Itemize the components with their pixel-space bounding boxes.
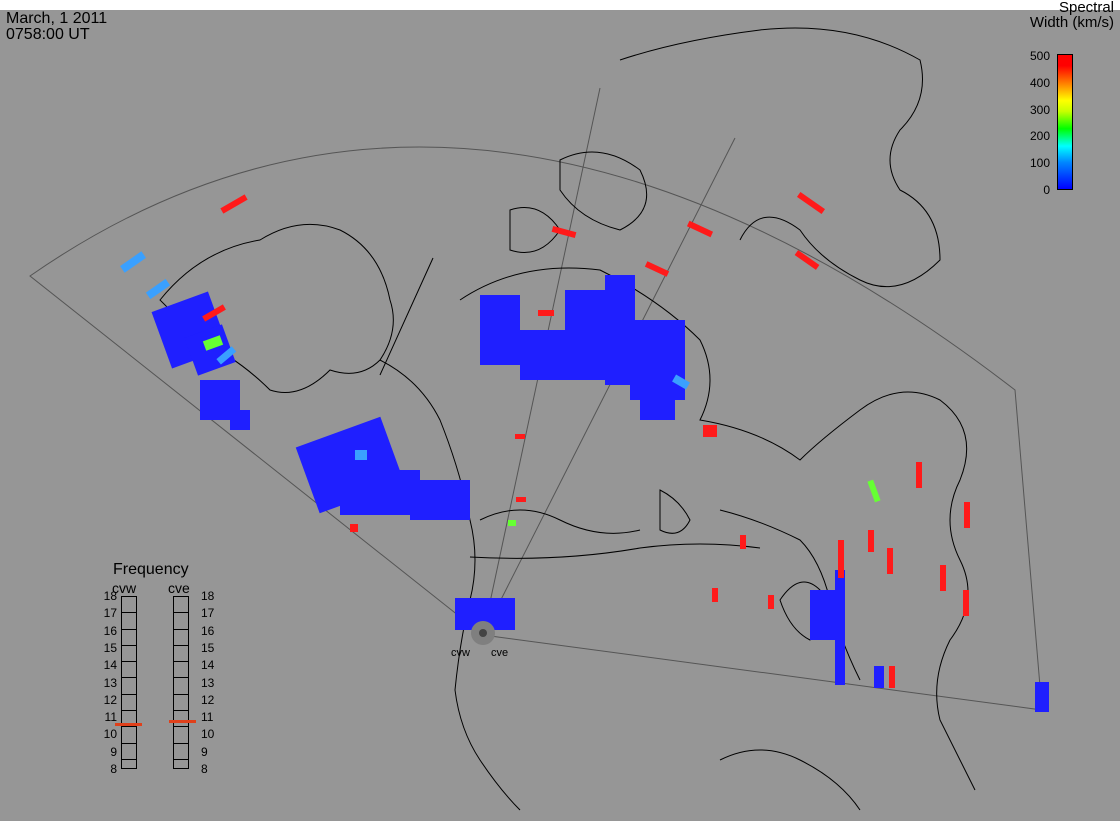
datetime-label: March, 1 2011 0758:00 UT [6, 11, 107, 43]
frequency-cell [122, 662, 136, 679]
frequency-tick-left: 8 [110, 762, 117, 776]
freq-label-cve: cve [168, 580, 190, 596]
frequency-cell [174, 695, 188, 712]
frequency-tick-left: 15 [103, 640, 117, 655]
frequency-tick-right: 10 [201, 727, 215, 742]
radar-site-dot [479, 629, 487, 637]
frequency-cell [122, 695, 136, 712]
frequency-tick-right: 13 [201, 675, 215, 690]
frequency-tick-right: 12 [201, 692, 215, 707]
freq-column-cvw [121, 596, 137, 769]
beam-line-a [482, 137, 736, 636]
frequency-tick-right: 18 [201, 589, 215, 603]
site-label-cvw: cvw [451, 647, 470, 659]
coastlines [159, 27, 976, 811]
echoes-medium-width [120, 251, 690, 460]
frequency-cell [174, 613, 188, 630]
colorbar-tick-label: 100 [1029, 156, 1050, 171]
freq-column-cve [173, 596, 189, 769]
frequency-tick-right: 8 [201, 762, 208, 776]
time-text: 0758:00 UT [6, 26, 90, 43]
colorbar-title-line2: Width (km/s) [1029, 14, 1114, 31]
echoes-green [202, 335, 881, 526]
frequency-tick-left: 9 [110, 744, 117, 759]
frequency-cell [122, 711, 136, 728]
freq-label-cvw: cvw [112, 580, 137, 596]
frequency-tick-right: 17 [201, 606, 215, 621]
fov-outline [29, 146, 1043, 711]
frequency-marker-cve [169, 719, 196, 723]
frequency-tick-left: 12 [103, 692, 117, 707]
frequency-tick-left: 18 [103, 589, 117, 603]
frequency-tick-right: 14 [201, 658, 215, 673]
frequency-tick-left: 11 [104, 710, 117, 725]
frequency-title: Frequency [113, 561, 189, 578]
colorbar-tick-label: 200 [1029, 129, 1050, 144]
ak-border [379, 257, 434, 376]
frequency-cell [174, 744, 188, 760]
frequency-marker-cvw [115, 723, 142, 727]
colorbar-tick-label: 400 [1029, 75, 1050, 90]
frequency-cell [174, 597, 188, 614]
frequency-tick-left: 14 [103, 658, 117, 673]
frequency-tick-left: 10 [103, 727, 117, 742]
frequency-tick-right: 9 [201, 744, 208, 759]
frequency-cell [122, 727, 136, 744]
border-line [469, 543, 761, 559]
frequency-cell [122, 646, 136, 663]
colorbar-tick-label: 0 [1043, 183, 1050, 197]
echoes-high-width [202, 191, 970, 688]
frequency-tick-left: 13 [103, 675, 117, 690]
frequency-cell [174, 727, 188, 744]
colorbar-title-line1: Spectral [1058, 0, 1114, 16]
echoes-low-width [151, 275, 1049, 712]
colorbar-tick-label: 500 [1029, 49, 1050, 63]
frequency-cell [122, 744, 136, 760]
frequency-tick-right: 15 [201, 640, 215, 655]
frequency-cell [122, 613, 136, 630]
colorbar-tick-label: 300 [1029, 102, 1050, 117]
frequency-tick-right: 11 [201, 710, 214, 725]
frequency-cell [174, 662, 188, 679]
frequency-tick-right: 16 [201, 623, 215, 638]
site-label-cve: cve [491, 647, 509, 659]
date-text: March, 1 2011 [6, 10, 108, 27]
frequency-cell [122, 597, 136, 614]
colorbar-title: Spectral Width (km/s) [1030, 0, 1114, 30]
frequency-tick-left: 16 [103, 623, 117, 638]
frequency-tick-left: 17 [103, 606, 117, 621]
frequency-cell [174, 678, 188, 695]
frequency-cell [122, 678, 136, 695]
frequency-cell [174, 630, 188, 646]
frequency-cell [122, 630, 136, 646]
frequency-cell [174, 646, 188, 663]
frequency-cell [174, 711, 188, 728]
colorbar [1057, 54, 1073, 190]
top-strip [0, 0, 1120, 10]
